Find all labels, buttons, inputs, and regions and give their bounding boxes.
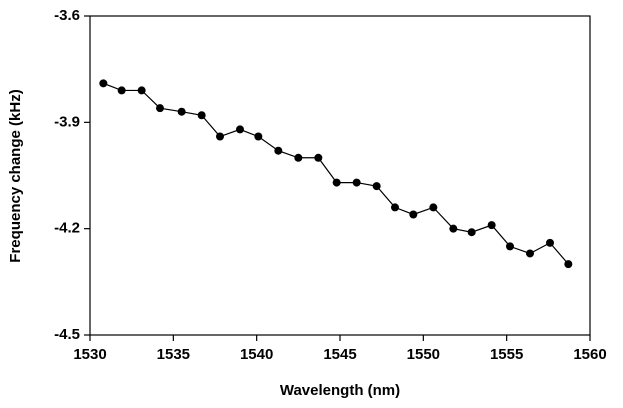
data-point [332, 178, 341, 187]
data-point [449, 224, 458, 233]
x-tick-label: 1545 [323, 346, 356, 363]
data-point [137, 86, 146, 95]
data-point [99, 79, 108, 88]
data-point [564, 260, 573, 269]
x-tick-label: 1535 [157, 346, 190, 363]
data-point [236, 125, 244, 134]
data-point [117, 86, 126, 95]
data-point [409, 210, 418, 219]
data-point [254, 132, 263, 141]
data-point [487, 221, 496, 230]
y-tick-label: -4.2 [54, 220, 80, 237]
data-point [197, 111, 206, 120]
data-point [314, 153, 323, 162]
data-point [274, 146, 283, 155]
data-point [506, 242, 514, 251]
data-line [103, 82, 569, 265]
data-point [294, 153, 303, 162]
x-tick-label: 1555 [490, 346, 523, 363]
plot-frame [89, 15, 591, 336]
data-point [372, 182, 381, 191]
x-tick-label: 1530 [73, 346, 106, 363]
data-point [546, 238, 554, 247]
x-tick-label: 1550 [407, 346, 440, 363]
data-point [177, 107, 186, 116]
x-tick-label: 1560 [573, 346, 606, 363]
x-axis-label: Wavelength (nm) [280, 382, 400, 399]
y-tick-label: -3.6 [54, 7, 80, 24]
data-point [526, 249, 534, 258]
y-tick-label: -4.5 [54, 326, 80, 343]
data-point [429, 203, 438, 212]
data-point [391, 203, 399, 212]
x-tick-label: 1540 [240, 346, 273, 363]
data-point [467, 228, 476, 237]
y-tick-label: -3.9 [54, 113, 80, 130]
data-point [216, 132, 224, 141]
data-point [352, 178, 361, 187]
data-point [156, 104, 164, 113]
y-axis-label: Frequency change (kHz) [7, 89, 24, 262]
